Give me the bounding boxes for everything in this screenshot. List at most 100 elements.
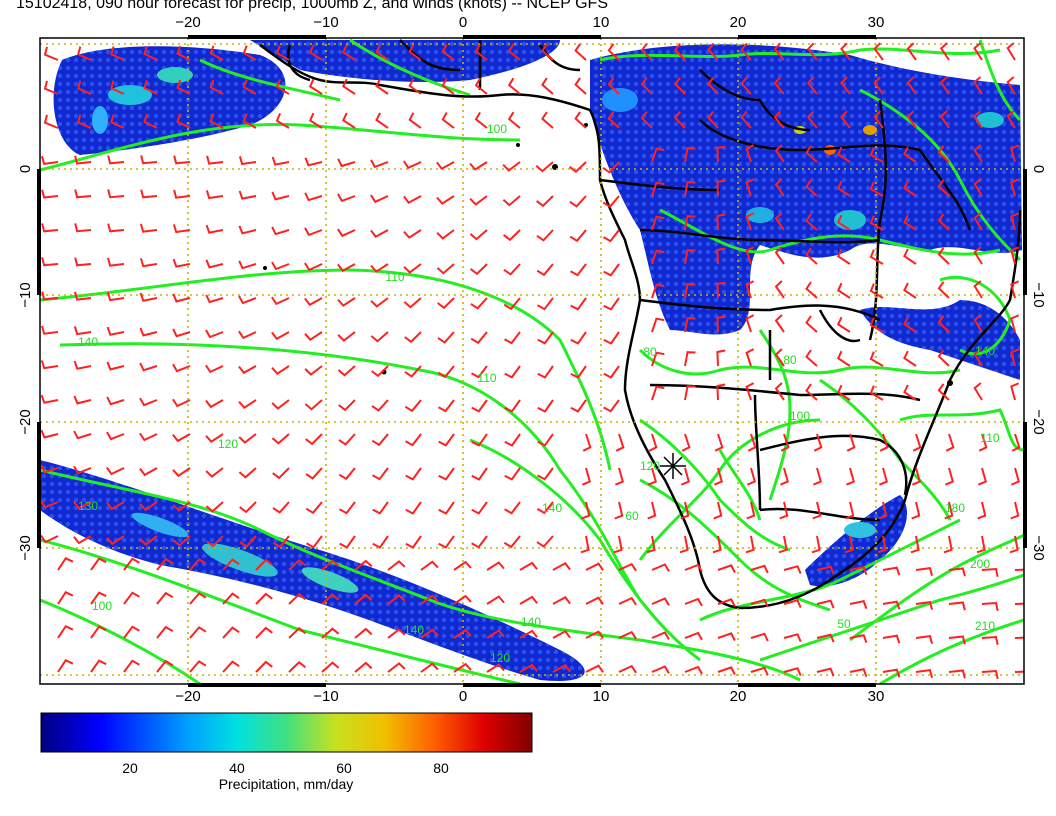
wind-barb [354, 627, 373, 639]
wind-barb [238, 295, 257, 305]
wind-barb [912, 433, 922, 452]
wind-barb [813, 433, 823, 452]
wind-barb [1009, 535, 1019, 554]
wind-barb [110, 46, 125, 61]
wind-barb [306, 535, 323, 549]
wind-barb [304, 192, 323, 202]
wind-barb [774, 314, 785, 333]
wind-barb [684, 385, 696, 401]
wind-barb [338, 433, 356, 446]
wind-barb [973, 144, 983, 163]
wind-barb [869, 181, 884, 197]
wind-barb [869, 385, 884, 401]
wind-barb [375, 112, 389, 129]
wind-barb [436, 263, 455, 275]
wind-barb [849, 634, 868, 644]
wind-barb [537, 467, 554, 481]
wind-barb [774, 212, 785, 231]
wind-barb [403, 297, 422, 309]
wind-barb [903, 214, 917, 231]
wind-barb [618, 596, 637, 606]
wind-barb [651, 283, 665, 299]
wind-barb [403, 263, 422, 274]
wind-barb [651, 317, 665, 333]
wind-barb [717, 564, 736, 573]
wind-barb [603, 263, 620, 277]
wind-barb [139, 327, 158, 337]
wind-barb [973, 110, 983, 129]
wind-barb [43, 80, 59, 95]
wind-barb [222, 592, 240, 605]
wind-barb [271, 331, 290, 341]
wind-barb [337, 228, 356, 238]
wind-barb [437, 365, 455, 379]
wind-barb [937, 213, 950, 231]
wind-barb [903, 180, 917, 197]
wind-barb [205, 433, 224, 444]
wind-barb [375, 44, 389, 61]
wind-barb [783, 633, 802, 643]
wind-barbs [40, 42, 1024, 680]
wind-barb [816, 565, 835, 575]
wind-barb [405, 501, 422, 515]
wind-barb [41, 325, 59, 335]
wind-barb [552, 664, 571, 673]
wind-barb [836, 350, 851, 367]
wind-barb [651, 631, 670, 640]
wind-barb [338, 399, 356, 412]
wind-barb [453, 594, 472, 605]
lon-tick-label: 20 [730, 14, 747, 31]
wind-barb [73, 430, 92, 440]
wind-barb [846, 433, 856, 452]
wind-barb [272, 535, 290, 549]
wind-barb [77, 114, 92, 129]
wind-barb [156, 557, 174, 571]
wind-barb [680, 501, 690, 520]
wind-barb [937, 281, 950, 299]
wind-barb [570, 263, 587, 277]
lon-tick-label: −10 [313, 14, 338, 31]
wind-barb [911, 501, 921, 520]
wind-barb [441, 44, 455, 61]
wind-barb [937, 383, 950, 401]
wind-barb [441, 78, 455, 95]
wind-barb [471, 433, 488, 447]
wind-barb [106, 501, 125, 511]
wind-barb [673, 42, 686, 61]
wind-barb [238, 365, 257, 375]
wind-barb [354, 593, 373, 605]
wind-barb [471, 365, 488, 379]
wind-barb [948, 567, 966, 577]
wind-barb [712, 535, 722, 554]
colorbar-tick-label: 20 [122, 760, 138, 776]
wind-barb [740, 110, 752, 129]
wind-barb [271, 156, 290, 166]
wind-barb [570, 399, 587, 413]
wind-barb [774, 382, 785, 401]
wind-barb [371, 365, 389, 378]
wind-barb [403, 160, 422, 170]
wind-barb [206, 155, 224, 165]
wind-barb [304, 157, 323, 167]
wind-barb [973, 212, 983, 231]
wind-barb [139, 467, 158, 477]
wind-barb [783, 667, 802, 677]
wind-barb [420, 560, 439, 571]
wind-barb [242, 113, 257, 129]
wind-barb [849, 566, 868, 576]
wind-barb [272, 467, 290, 480]
wind-barb [205, 364, 224, 374]
wind-barb [681, 467, 690, 486]
wind-barb [882, 668, 901, 678]
contour-label: 140 [78, 335, 98, 349]
wind-barb [156, 625, 174, 639]
wind-barb [504, 433, 521, 447]
wind-barb [977, 501, 987, 520]
wind-barb [750, 666, 769, 676]
wind-barb [903, 146, 917, 163]
contour-label: 200 [970, 557, 990, 571]
wind-barb [342, 78, 356, 95]
wind-barb [937, 145, 950, 163]
contour-label: 80 [643, 345, 657, 359]
wind-barb [486, 663, 505, 673]
